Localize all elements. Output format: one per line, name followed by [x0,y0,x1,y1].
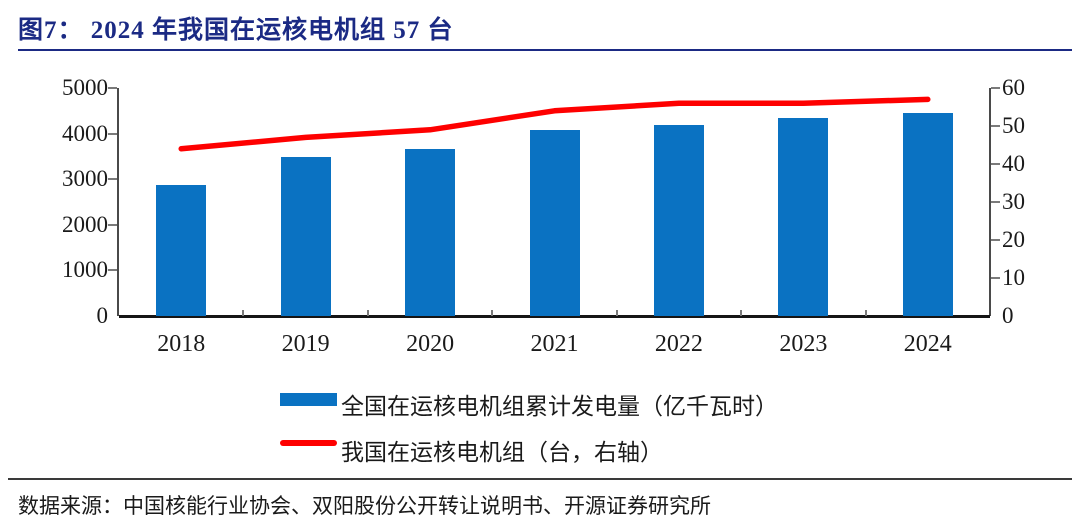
y-axis-right [989,88,991,316]
x-axis-tick [615,310,618,316]
source-text: 数据来源：中国核能行业协会、双阳股份公开转让说明书、开源证券研究所 [18,494,711,518]
x-axis-label: 2020 [406,331,455,357]
x-axis-tick [366,310,369,316]
x-axis-tick [864,310,867,316]
y-axis-right-label: 10 [1002,265,1025,290]
bar-2024 [902,113,953,316]
y-axis-right-label: 60 [1002,75,1025,100]
x-axis-label: 2023 [779,331,828,357]
bar-2023 [778,118,829,316]
y-axis-left-tick [108,87,117,89]
x-axis-label: 2024 [903,331,952,357]
figure-title: 图7： 2024 年我国在运核电机组 57 台 [18,17,454,44]
legend-swatch-bar [280,393,337,406]
x-axis-tick [242,310,245,316]
y-axis-right-label: 40 [1002,151,1025,176]
y-axis-left-tick [108,269,117,272]
x-axis [119,315,990,318]
title-rule [18,49,1072,51]
y-axis-right-tick [991,277,1000,279]
bar-2019 [280,157,331,316]
x-axis-tick [491,310,494,316]
y-axis-left [117,88,119,316]
bar-2021 [529,130,580,316]
y-axis-left-tick [108,178,117,181]
bar-2022 [653,125,704,316]
y-axis-right-tick [991,125,1000,127]
y-axis-left-label: 5000 [62,75,108,100]
bar-2018 [156,185,207,316]
bar-2020 [405,149,456,316]
y-axis-right-label: 0 [1002,303,1014,328]
x-axis-label: 2018 [157,331,206,357]
x-axis-label: 2021 [530,331,579,357]
y-axis-left-tick [108,132,117,135]
y-axis-right-tick [991,201,1000,203]
y-axis-left-label: 4000 [62,120,108,146]
y-axis-right-label: 50 [1002,113,1025,138]
y-axis-left-label: 1000 [62,257,108,283]
y-axis-left-label: 3000 [62,166,108,192]
legend-swatch-line [280,440,337,446]
y-axis-left-label: 0 [96,303,109,328]
x-axis-tick [740,310,743,316]
y-axis-right-tick [991,163,1000,165]
y-axis-left-label: 2000 [62,211,108,237]
y-axis-right-tick [991,87,1000,89]
legend-label-generation: 全国在运核电机组累计发电量（亿千瓦时） [341,394,778,419]
x-axis-label: 2019 [281,331,330,357]
legend-label-units: 我国在运核电机组（台，右轴） [341,440,663,465]
trend-line [178,96,931,152]
source-rule [8,478,1072,480]
x-axis-label: 2022 [654,331,703,357]
y-axis-right-tick [991,239,1000,241]
y-axis-left-tick [108,223,117,226]
y-axis-right-label: 20 [1002,227,1025,252]
y-axis-right-label: 30 [1002,189,1025,214]
